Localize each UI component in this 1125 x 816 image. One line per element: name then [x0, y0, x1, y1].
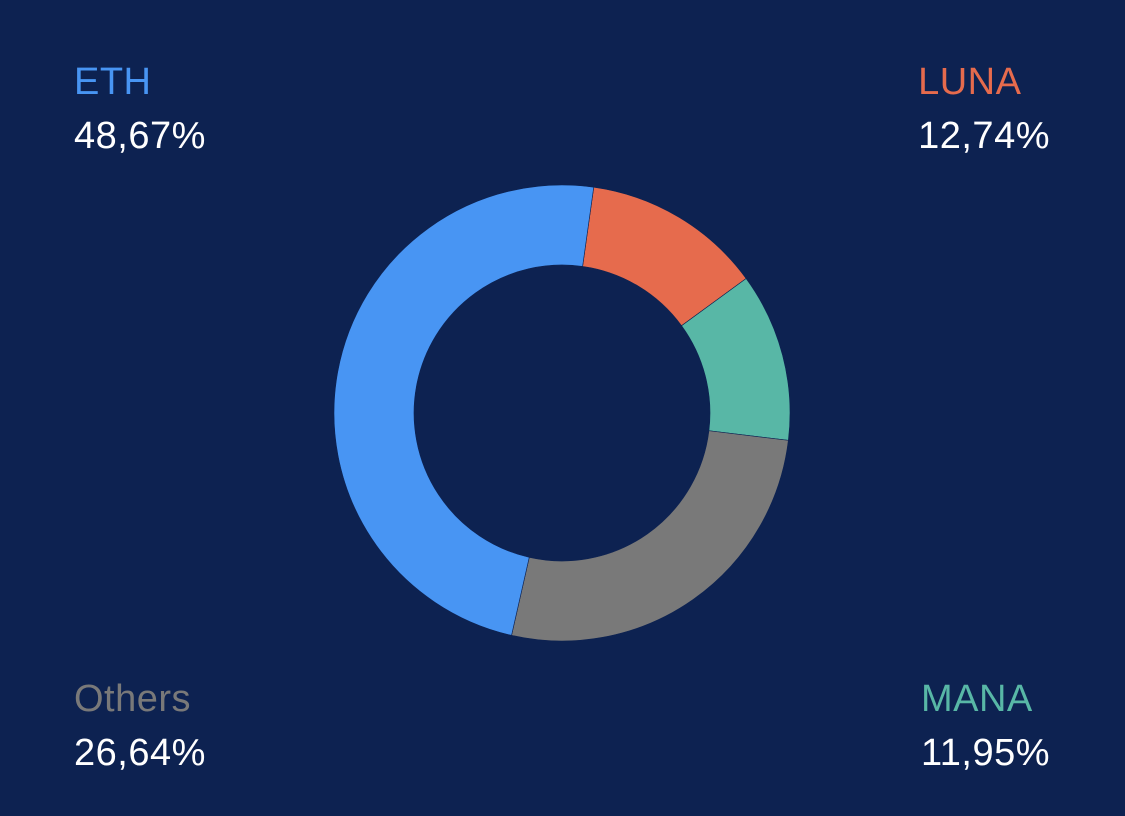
legend-others: Others 26,64%: [74, 680, 206, 772]
legend-luna-name: LUNA: [918, 61, 1022, 103]
legend-eth-value: 48,67%: [74, 115, 206, 157]
legend-others-name: Others: [74, 678, 192, 720]
legend-luna-value: 12,74%: [918, 115, 1050, 157]
slice-eth: [333, 184, 595, 636]
legend-mana-value: 11,95%: [920, 732, 1050, 774]
legend-mana: MANA 11,95%: [921, 680, 1050, 772]
slice-others: [511, 430, 789, 642]
legend-others-value: 26,64%: [74, 732, 206, 774]
legend-luna: LUNA 12,74%: [918, 63, 1050, 155]
legend-eth-name: ETH: [74, 61, 152, 103]
legend-mana-name: MANA: [920, 678, 1033, 720]
legend-eth: ETH 48,67%: [74, 63, 206, 155]
